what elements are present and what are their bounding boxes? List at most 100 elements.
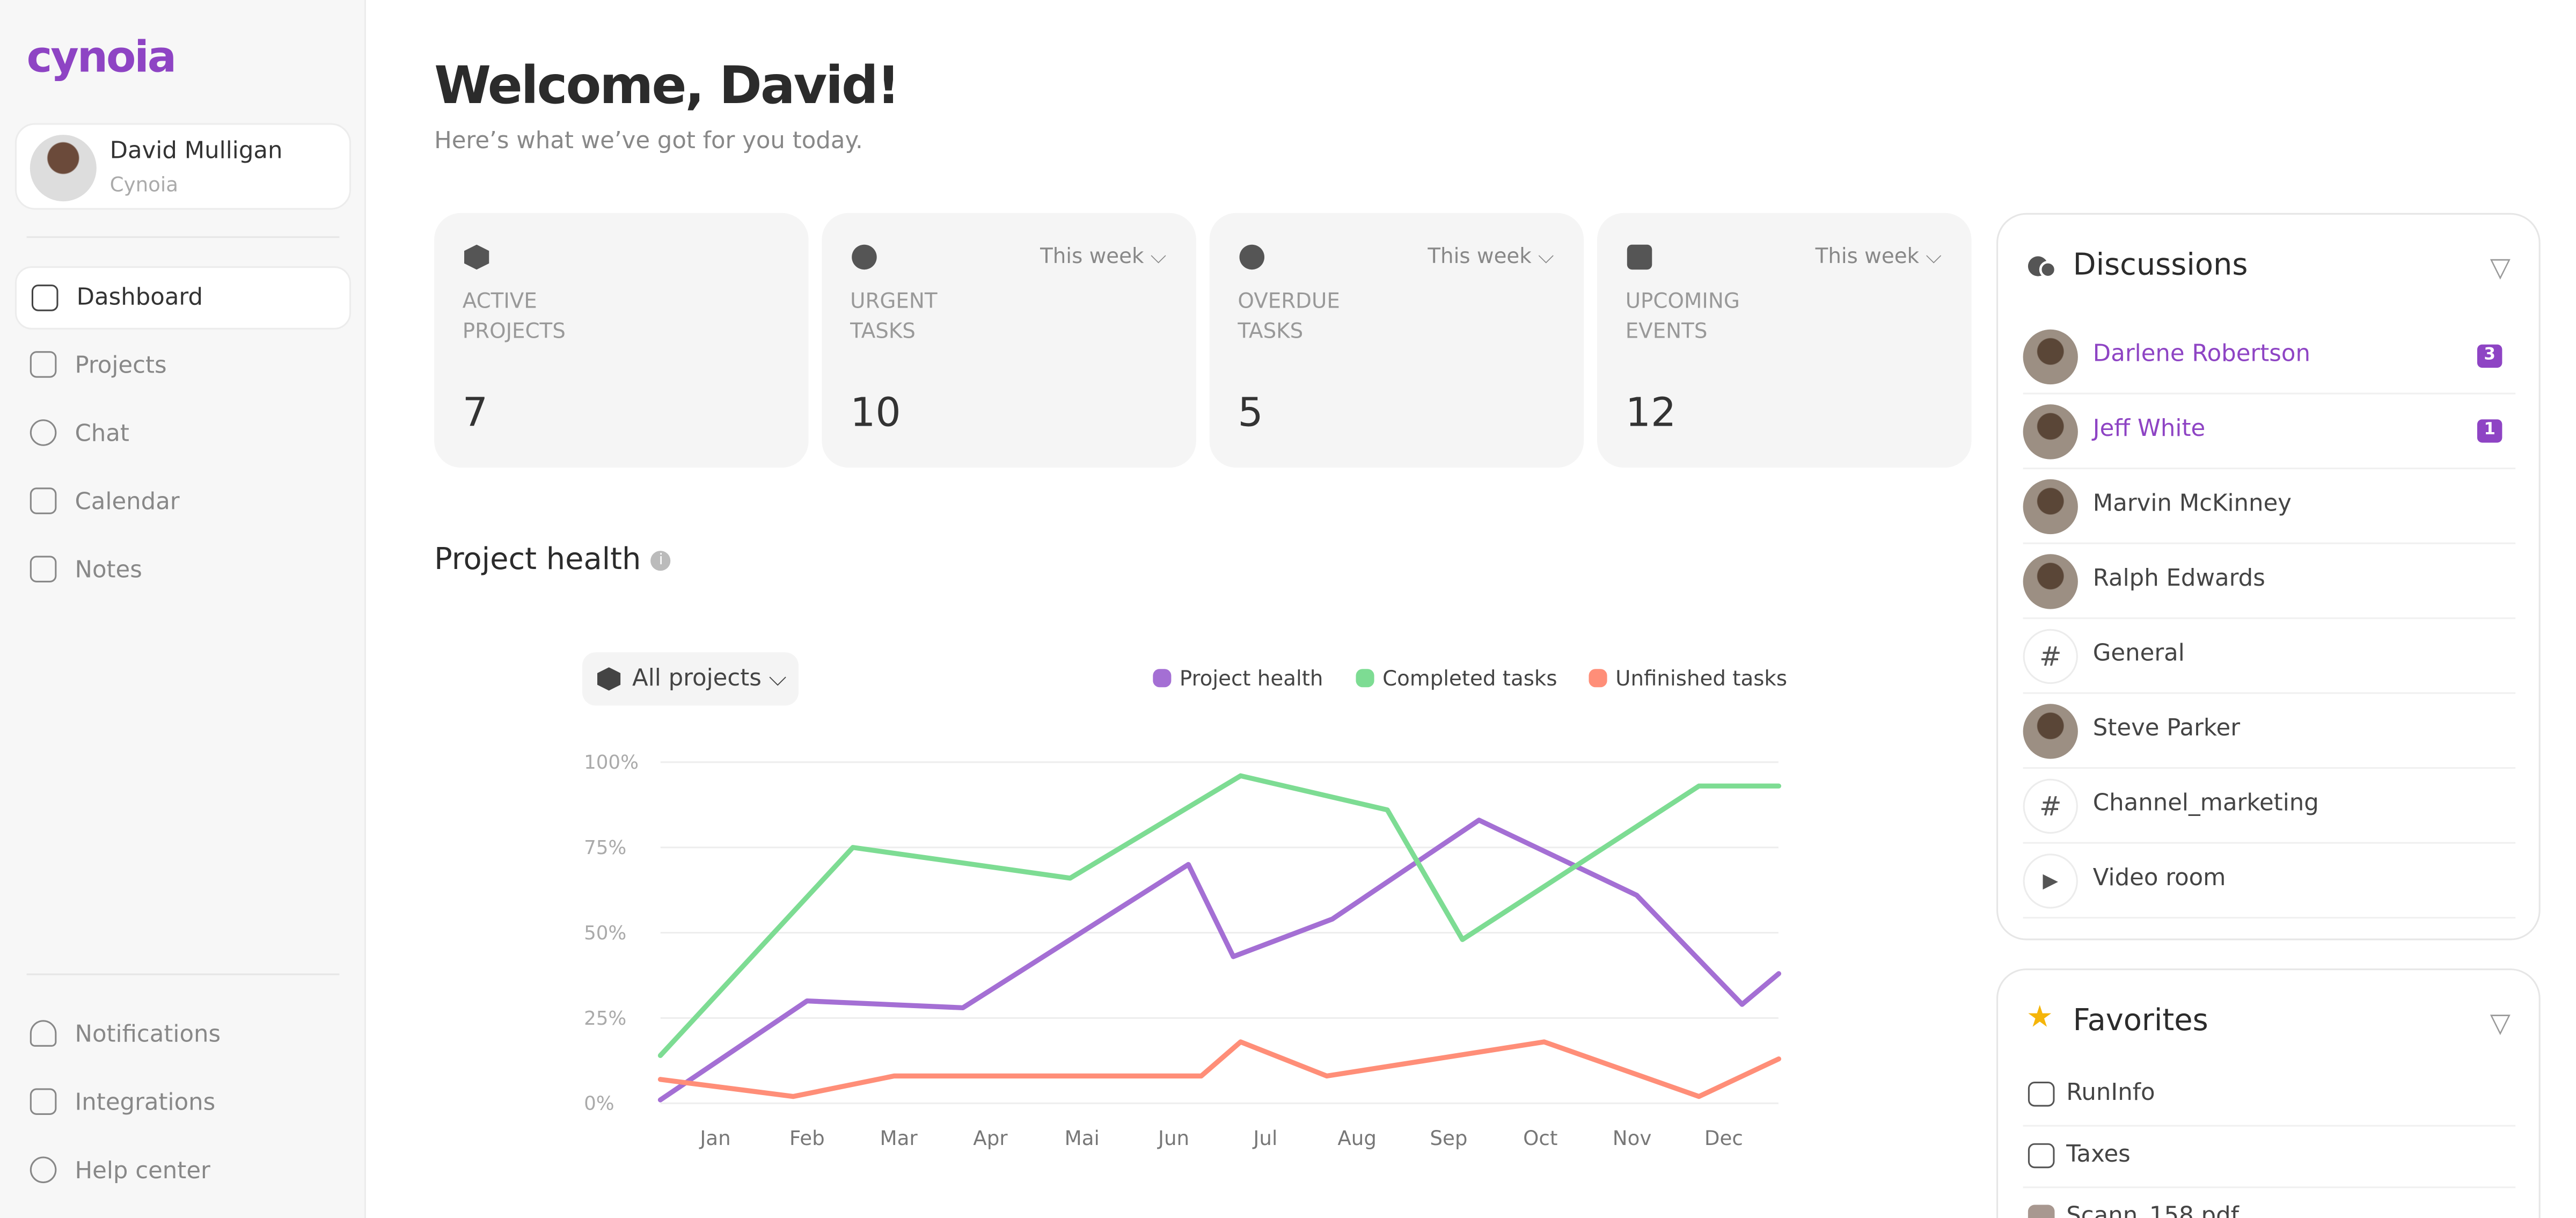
discussion-item[interactable]: Ralph Edwards (2023, 544, 2516, 619)
stat-card-active-projects[interactable]: ACTIVE PROJECTS 7 (434, 213, 809, 468)
avatar (2023, 404, 2078, 460)
cube-icon (597, 667, 621, 691)
video-camera-icon: ▶ (2023, 854, 2078, 909)
sidebar-item-projects[interactable]: Projects (15, 334, 351, 398)
unread-badge: 3 (2477, 344, 2502, 368)
x-tick-label: Apr (973, 1126, 1008, 1150)
legend-project-health: Project health (1153, 666, 1323, 691)
file-thumbnail (2028, 1205, 2055, 1218)
project-health-chart: 100% 75% 50% 25% 0% Jan Feb Mar Apr Mai Jun Jul Aug S… (584, 752, 1782, 1150)
panel-title: Favorites (2073, 1003, 2208, 1039)
chat-icon (30, 419, 57, 446)
plug-icon (30, 1088, 57, 1115)
period-dropdown[interactable]: This week ⌵ (1428, 243, 1554, 268)
sidebar-item-help-center[interactable]: Help center (15, 1140, 351, 1204)
stat-card-upcoming-events[interactable]: This week ⌵ UPCOMING EVENTS 12 (1597, 213, 1972, 468)
page-title: Welcome, David! (434, 56, 900, 116)
card-value: 5 (1238, 389, 1263, 436)
discussion-name: Jeff White (2092, 416, 2206, 443)
cube-icon (30, 351, 57, 378)
stat-card-urgent-tasks[interactable]: This week ⌵ URGENT TASKS 10 (822, 213, 1196, 468)
legend-unfinished-tasks: Unfinished tasks (1589, 666, 1787, 691)
user-org: Cynoia (109, 173, 179, 196)
discussion-item[interactable]: ▶ Video room (2023, 844, 2516, 919)
sidebar-item-integrations[interactable]: Integrations (15, 1071, 351, 1135)
star-icon: ★ (2026, 1000, 2053, 1035)
legend-label: Completed tasks (1382, 666, 1557, 691)
home-icon (31, 285, 58, 311)
favorites-panel: ★ Favorites ▽ RunInfo Taxes Scann_158.pdf (1996, 968, 2541, 1218)
avatar (2023, 329, 2078, 385)
user-name: David Mulligan (109, 138, 283, 165)
y-tick-label: 25% (584, 1008, 626, 1030)
y-tick-label: 75% (584, 837, 626, 859)
x-tick-label: Oct (1523, 1126, 1557, 1150)
discussion-name: Darlene Robertson (2092, 341, 2310, 368)
favorite-name: Taxes (2066, 1141, 2131, 1169)
cynoia-logo[interactable]: cynoia (26, 33, 177, 83)
favorite-item[interactable]: Scann_158.pdf (2023, 1188, 2516, 1218)
user-profile-card[interactable]: David Mulligan Cynoia (14, 123, 352, 210)
period-dropdown[interactable]: This week ⌵ (1040, 243, 1167, 268)
filter-icon[interactable]: ▽ (2490, 1007, 2511, 1039)
dropdown-value: All projects ⌵ (632, 666, 787, 692)
note-icon (30, 556, 57, 582)
x-tick-label: Mar (880, 1126, 918, 1150)
hash-icon: # (2023, 629, 2078, 684)
x-tick-label: Nov (1613, 1126, 1652, 1150)
avatar (30, 135, 97, 202)
x-tick-label: Sep (1430, 1126, 1467, 1150)
y-tick-label: 100% (584, 752, 639, 774)
discussion-item[interactable]: Darlene Robertson 3 (2023, 319, 2516, 395)
project-health-title: Project health i (434, 543, 671, 578)
period-dropdown[interactable]: This week ⌵ (1815, 243, 1942, 268)
divider (26, 973, 340, 975)
x-tick-label: Feb (789, 1126, 825, 1150)
x-tick-label: Dec (1704, 1126, 1743, 1150)
series-line-completed-tasks (657, 773, 1782, 1058)
y-tick-label: 0% (584, 1093, 614, 1115)
discussion-item[interactable]: Jeff White 1 (2023, 395, 2516, 470)
nav-label: Integrations (75, 1090, 216, 1117)
nav-label: Notes (75, 557, 142, 585)
discussion-item[interactable]: Steve Parker (2023, 694, 2516, 769)
favorite-item[interactable]: RunInfo (2023, 1065, 2516, 1127)
bell-icon (30, 1020, 57, 1047)
discussion-name: Marvin McKinney (2092, 491, 2292, 518)
sidebar-item-notifications[interactable]: Notifications (15, 1003, 351, 1067)
legend-completed-tasks: Completed tasks (1356, 666, 1557, 691)
help-icon (30, 1156, 57, 1184)
discussion-item[interactable]: # General (2023, 619, 2516, 694)
sidebar-item-notes[interactable]: Notes (15, 539, 351, 602)
calendar-icon (30, 487, 57, 514)
card-label: UPCOMING EVENTS (1625, 288, 1740, 343)
nav-label: Calendar (75, 489, 180, 516)
stat-card-overdue-tasks[interactable]: This week ⌵ OVERDUE TASKS 5 (1209, 213, 1584, 468)
series-line-unfinished-tasks (657, 1039, 1782, 1099)
filter-icon[interactable]: ▽ (2490, 251, 2511, 283)
discussion-name: Steve Parker (2092, 716, 2241, 742)
nav-label: Chat (75, 421, 129, 448)
discussion-item[interactable]: Marvin McKinney (2023, 469, 2516, 544)
alert-icon (852, 244, 877, 270)
avatar (2023, 554, 2078, 609)
page-subtitle: Here’s what we’ve got for you today. (434, 128, 863, 155)
sidebar-item-chat[interactable]: Chat (15, 403, 351, 466)
x-tick-label: Jun (1157, 1126, 1189, 1150)
project-filter-dropdown[interactable]: All projects ⌵ (582, 652, 799, 706)
x-tick-label: Jan (699, 1126, 730, 1150)
card-label: OVERDUE TASKS (1238, 288, 1340, 343)
card-value: 7 (462, 389, 488, 436)
clock-x-icon (1239, 244, 1264, 270)
note-icon (2028, 1143, 2055, 1169)
discussion-item[interactable]: # Channel_marketing (2023, 769, 2516, 844)
card-label: ACTIVE PROJECTS (462, 288, 566, 343)
discussion-name: Video room (2092, 865, 2226, 892)
sidebar-item-calendar[interactable]: Calendar (15, 471, 351, 534)
sidebar-item-dashboard[interactable]: Dashboard (14, 266, 352, 330)
favorite-name: Scann_158.pdf (2066, 1203, 2239, 1218)
favorite-item[interactable]: Taxes (2023, 1127, 2516, 1188)
info-icon[interactable]: i (651, 551, 671, 571)
nav-label: Help center (75, 1158, 210, 1185)
section-title: Project health (434, 542, 641, 578)
